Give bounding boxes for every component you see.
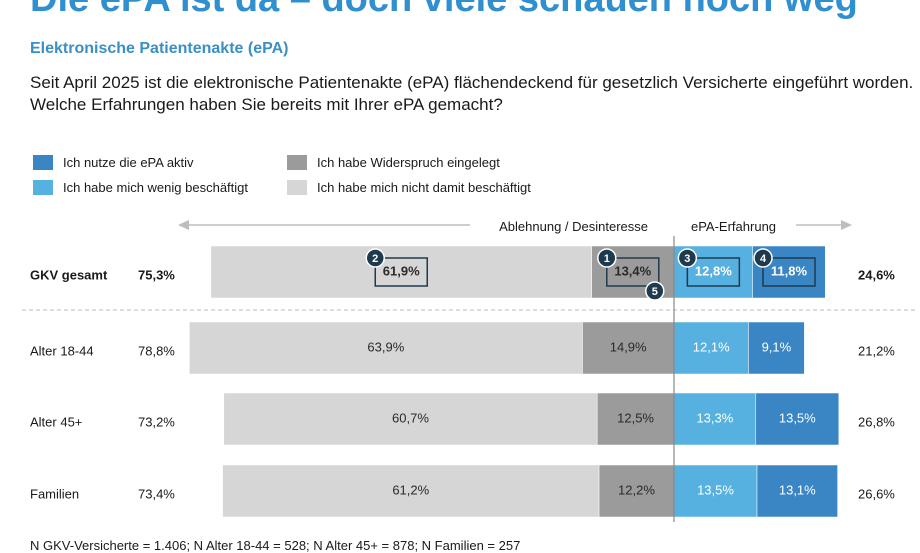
badge-circle	[365, 248, 385, 268]
bar-nicht	[222, 464, 600, 518]
survey-question: Seit April 2025 ist die elektronische Pa…	[30, 73, 914, 114]
legend-label-nicht: Ich habe mich nicht damit beschäftigt	[317, 180, 531, 195]
bar-nicht	[189, 321, 583, 375]
legend-label-widerspruch: Ich habe Widerspruch eingelegt	[317, 155, 500, 170]
badge-circle	[597, 248, 617, 268]
bar-aktiv	[752, 245, 826, 299]
legend-swatch-widerspruch	[287, 155, 307, 170]
badge-number: 2	[372, 253, 378, 265]
right-total-label: 26,8%	[858, 414, 895, 429]
arrow-head-left	[178, 220, 189, 230]
legend-swatch-aktiv	[33, 155, 53, 170]
badge-number: 1	[604, 253, 610, 265]
bar-wenig	[673, 464, 758, 518]
chart-subtitle: Elektronische Patientenakte (ePA)	[30, 40, 289, 57]
bar-wenig	[673, 321, 749, 375]
bar-nicht	[210, 245, 592, 299]
left-total-label: 78,8%	[138, 343, 175, 358]
data-label-nicht: 61,9%	[383, 263, 420, 278]
data-label-widerspruch: 13,4%	[614, 263, 651, 278]
bar-widerspruch	[582, 321, 675, 375]
left-total-label: 73,2%	[138, 414, 175, 429]
legend-item-wenig: Ich habe mich wenig beschäftigt	[33, 180, 248, 195]
legend-item-nicht: Ich habe mich nicht damit beschäftigt	[287, 180, 531, 195]
footnote: N GKV-Versicherte = 1.406; N Alter 18-44…	[30, 538, 521, 553]
left-total-label: 73,4%	[138, 486, 175, 501]
right-total-label: 26,6%	[858, 486, 895, 501]
highlight-box-aktiv	[762, 257, 816, 287]
arrow-label-right: ePA-Erfahrung	[691, 219, 776, 234]
highlight-box-widerspruch	[606, 257, 660, 287]
headline: Die ePA ist da – doch viele schauen noch…	[30, 0, 858, 21]
right-total-label: 24,6%	[858, 267, 895, 282]
data-label-wenig: 13,3%	[696, 410, 733, 425]
left-total-label: 75,3%	[138, 267, 175, 282]
data-label-nicht: 61,2%	[392, 482, 429, 497]
data-label-widerspruch: 12,5%	[617, 410, 654, 425]
badge-number: 4	[760, 253, 767, 265]
legend-item-widerspruch: Ich habe Widerspruch eingelegt	[287, 155, 500, 170]
legend-label-aktiv: Ich nutze die ePA aktiv	[63, 155, 194, 170]
data-label-wenig: 12,1%	[693, 339, 730, 354]
bar-aktiv	[755, 392, 840, 446]
legend-swatch-nicht	[287, 180, 307, 195]
data-label-widerspruch: 12,2%	[618, 482, 655, 497]
legend-label-wenig: Ich habe mich wenig beschäftigt	[63, 180, 248, 195]
data-label-nicht: 60,7%	[392, 410, 429, 425]
badge-circle	[753, 248, 773, 268]
data-label-aktiv: 11,8%	[771, 263, 808, 278]
badge-circle	[677, 248, 698, 268]
bar-nicht	[223, 392, 598, 446]
bar-aktiv	[756, 464, 838, 518]
badge-number: 3	[684, 253, 690, 265]
data-label-wenig: 13,5%	[697, 482, 734, 497]
right-total-label: 21,2%	[858, 343, 895, 358]
category-label: Alter 18-44	[30, 343, 94, 358]
data-label-widerspruch: 14,9%	[610, 339, 647, 354]
bar-widerspruch	[596, 392, 675, 446]
category-label: Alter 45+	[30, 414, 82, 429]
bar-aktiv	[748, 321, 805, 375]
highlight-box-wenig	[686, 257, 741, 287]
legend-swatch-wenig	[33, 180, 53, 195]
data-label-aktiv: 13,1%	[779, 482, 816, 497]
arrow-label-left: Ablehnung / Desinteresse	[499, 219, 648, 234]
badge-circle	[645, 281, 665, 301]
category-label: GKV gesamt	[30, 267, 108, 282]
category-label: Familien	[30, 486, 79, 501]
legend-item-aktiv: Ich nutze die ePA aktiv	[33, 155, 194, 170]
data-label-wenig: 12,8%	[695, 263, 732, 278]
data-label-nicht: 63,9%	[367, 339, 404, 354]
data-label-aktiv: 13,5%	[779, 410, 816, 425]
data-label-aktiv: 9,1%	[762, 339, 792, 354]
highlight-box-nicht	[374, 257, 428, 287]
arrow-head-right	[841, 220, 852, 230]
badge-number: 5	[652, 286, 658, 298]
